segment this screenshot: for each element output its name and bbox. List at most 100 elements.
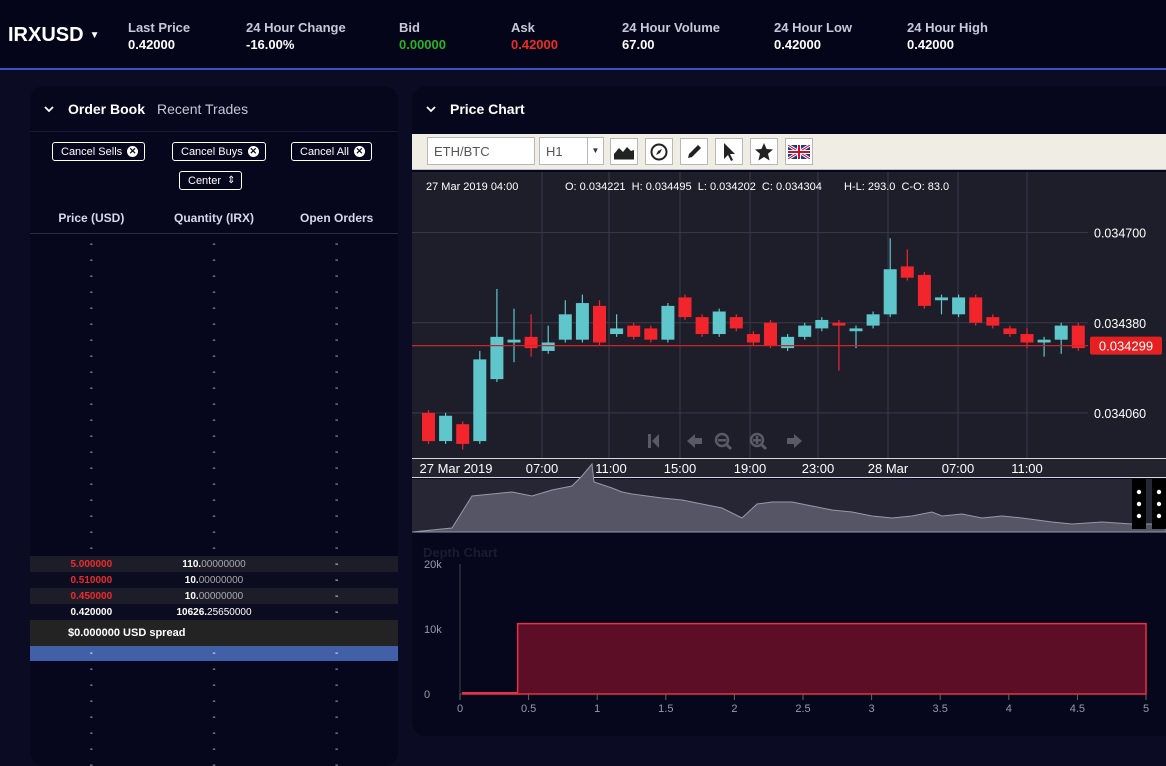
cancel-sells-label: Cancel Sells <box>61 146 122 158</box>
empty-cell: - <box>30 479 153 490</box>
empty-cell: - <box>275 399 398 410</box>
center-button[interactable]: Center⇕ <box>179 171 242 190</box>
empty-cell: - <box>153 664 276 675</box>
empty-cell: - <box>30 511 153 522</box>
pencil-icon[interactable] <box>680 138 708 165</box>
empty-cell: - <box>30 680 153 691</box>
chevron-down-icon[interactable] <box>44 104 54 114</box>
empty-cell: - <box>275 463 398 474</box>
empty-cell: - <box>30 335 153 346</box>
cancel-buys-button[interactable]: Cancel Buys✕ <box>172 142 266 161</box>
quantity-dec: 25650000 <box>207 607 252 618</box>
candle <box>969 295 982 326</box>
stat-24-hour-change: 24 Hour Change-16.00% <box>246 20 346 52</box>
x-tick-label: 07:00 <box>526 461 559 476</box>
col-open-orders: Open Orders <box>275 211 398 225</box>
order-price: 0.420000 <box>30 607 153 618</box>
order-open: - <box>275 607 398 618</box>
x-tick-label: 27 Mar 2019 <box>420 461 493 476</box>
empty-cell: - <box>275 271 398 282</box>
symbol-input[interactable]: ETH/BTC <box>427 137 535 165</box>
depth-x-tick: 0.5 <box>521 703 536 715</box>
market-header: IRXUSD▼ Last Price 0.42000 24 Hour Change-… <box>0 0 1166 70</box>
quantity-dec: 00000000 <box>199 591 244 602</box>
sell-order-row[interactable]: 0.420000 10626.25650000 - <box>30 604 398 620</box>
empty-cell: - <box>30 303 153 314</box>
stat-label: 24 Hour High <box>907 20 988 35</box>
stat-value: 0.42000 <box>128 37 190 52</box>
x-tick-label: 23:00 <box>802 461 835 476</box>
empty-cell: - <box>153 239 276 250</box>
candle <box>713 309 726 337</box>
navigator-handle-right[interactable] <box>1152 479 1166 529</box>
pair-label: IRXUSD <box>8 24 84 46</box>
candle <box>439 413 452 444</box>
empty-cell: - <box>153 255 276 266</box>
empty-cell: - <box>153 351 276 362</box>
y-tick-label: 0.034060 <box>1094 407 1146 421</box>
empty-cell: - <box>153 744 276 755</box>
stat-label: Last Price <box>128 20 190 35</box>
area-chart-icon[interactable] <box>610 138 638 165</box>
candle <box>696 314 709 337</box>
stat-value: 0.42000 <box>907 37 988 52</box>
empty-cell: - <box>30 664 153 675</box>
navigator-handle-left[interactable] <box>1132 479 1146 529</box>
empty-cell: - <box>153 415 276 426</box>
compass-icon[interactable] <box>645 138 673 165</box>
depth-x-tick: 1 <box>594 703 600 715</box>
col-quantity: Quantity (IRX) <box>153 211 276 225</box>
empty-cell: - <box>275 511 398 522</box>
cancel-sells-button[interactable]: Cancel Sells ✕ <box>52 142 145 161</box>
quantity-int: 10626. <box>176 607 207 618</box>
empty-cell: - <box>275 495 398 506</box>
empty-cell: - <box>30 463 153 474</box>
x-tick-label: 28 Mar <box>868 461 909 476</box>
depth-x-tick: 2.5 <box>795 703 810 715</box>
tab-order-book[interactable]: Order Book <box>68 101 145 117</box>
tab-recent-trades[interactable]: Recent Trades <box>157 101 248 117</box>
depth-x-tick: 3 <box>869 703 875 715</box>
order-row-empty: --- <box>30 412 398 428</box>
empty-cell: - <box>153 680 276 691</box>
candle <box>422 410 435 444</box>
empty-cell: - <box>30 415 153 426</box>
order-price: 0.450000 <box>30 591 153 602</box>
empty-cell: - <box>275 319 398 330</box>
chevron-down-icon[interactable] <box>426 104 436 114</box>
star-icon[interactable] <box>750 138 778 165</box>
uk-flag-icon[interactable] <box>785 138 813 165</box>
empty-cell: - <box>153 303 276 314</box>
order-open: - <box>275 591 398 602</box>
stat-value: 0.00000 <box>399 37 446 52</box>
order-row-empty: --- <box>30 741 398 757</box>
cursor-icon[interactable] <box>715 138 743 165</box>
pair-selector[interactable]: IRXUSD▼ <box>8 24 99 47</box>
empty-cell: - <box>275 431 398 442</box>
order-row-empty: --- <box>30 693 398 709</box>
y-tick-label: 0.034380 <box>1094 317 1146 331</box>
order-row-empty: --- <box>30 252 398 268</box>
current-price-label: 0.034299 <box>1099 339 1153 354</box>
empty-cell: - <box>153 463 276 474</box>
cancel-all-label: Cancel All <box>300 146 349 158</box>
close-circle-icon: ✕ <box>127 146 138 157</box>
empty-cell: - <box>30 351 153 362</box>
interval-select[interactable]: H1▼ <box>539 137 604 165</box>
candle <box>1072 323 1085 351</box>
empty-cell: - <box>275 351 398 362</box>
empty-cell: - <box>153 335 276 346</box>
order-row-empty: --- <box>30 540 398 556</box>
empty-cell: - <box>30 287 153 298</box>
stat-24-hour-high: 24 Hour High 0.42000 <box>907 20 988 52</box>
cancel-all-button[interactable]: Cancel All✕ <box>291 142 372 161</box>
depth-x-tick: 4.5 <box>1070 703 1085 715</box>
order-book-panel: Order Book Recent Trades Cancel Sells ✕ C… <box>30 86 398 766</box>
empty-cell: - <box>275 728 398 739</box>
quantity-dec: 00000000 <box>199 575 244 586</box>
